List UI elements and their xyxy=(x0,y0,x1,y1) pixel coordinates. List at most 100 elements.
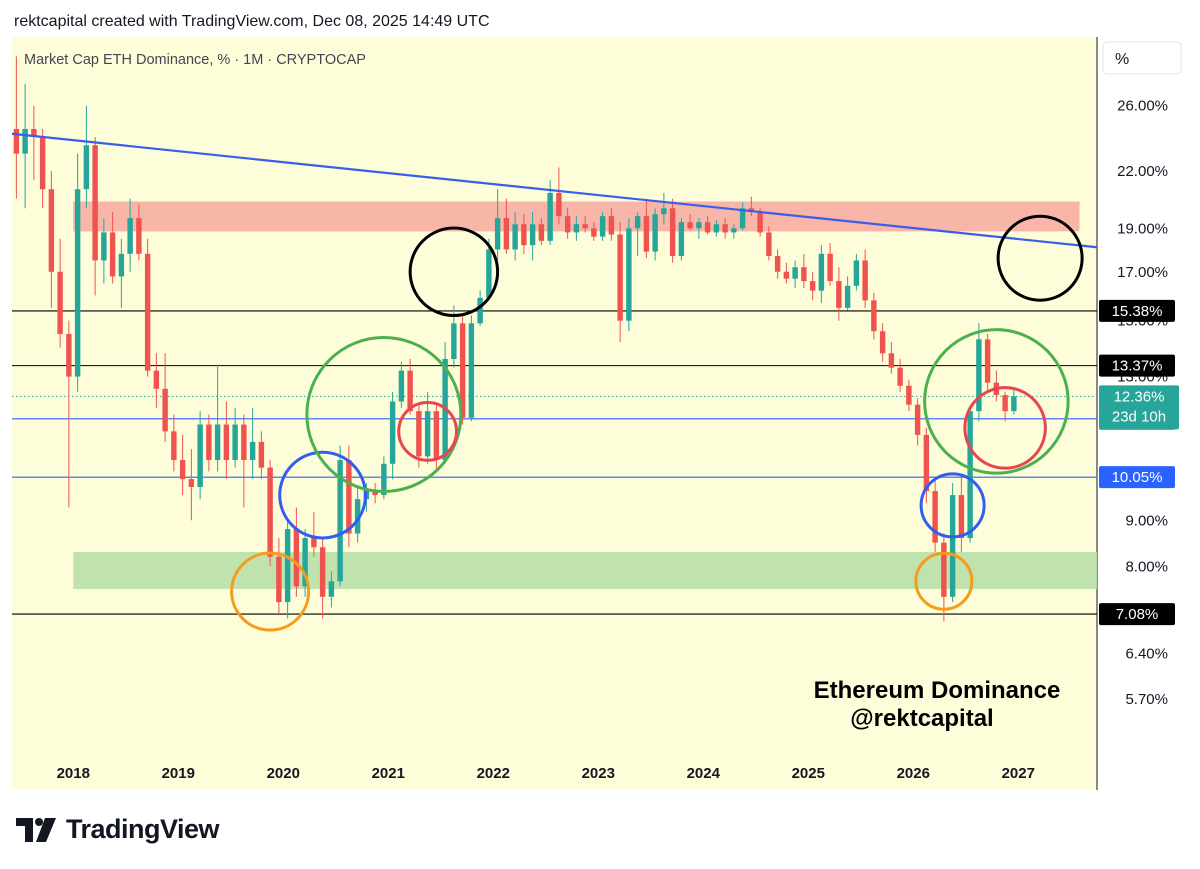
candle-body xyxy=(809,281,816,291)
candle xyxy=(731,224,737,239)
red-circle xyxy=(397,400,458,462)
candle xyxy=(818,245,825,303)
black-circle xyxy=(408,226,500,318)
candle-body xyxy=(634,216,641,229)
candle xyxy=(512,212,518,261)
candle xyxy=(293,507,300,597)
candle xyxy=(398,361,405,408)
candle xyxy=(573,216,580,241)
candle xyxy=(468,315,475,422)
candle xyxy=(958,475,965,552)
candle xyxy=(153,353,160,408)
candles-layer xyxy=(13,56,1017,622)
candle-body xyxy=(389,401,396,464)
x-tick-label: 2025 xyxy=(792,765,825,782)
candle-body xyxy=(171,431,177,461)
candle xyxy=(669,198,676,263)
candle-body xyxy=(31,128,37,138)
candle-body xyxy=(249,441,256,461)
candle-countdown-label: 23d 10h xyxy=(1112,408,1166,425)
candle-body xyxy=(888,353,895,368)
candle xyxy=(564,208,571,239)
candle xyxy=(48,171,55,308)
candle-body xyxy=(932,491,938,543)
candle xyxy=(276,538,282,613)
candle xyxy=(617,222,623,343)
level-label: 10.05% xyxy=(1112,469,1163,486)
candle-body xyxy=(678,222,685,257)
y-tick-label: 19.00% xyxy=(1117,220,1168,237)
candle-body xyxy=(923,434,930,492)
candle xyxy=(13,56,20,199)
candle-body xyxy=(381,463,387,496)
candle xyxy=(232,407,238,468)
candle-body xyxy=(897,367,903,386)
level-label-bg xyxy=(1099,299,1175,322)
tradingview-brand[interactable]: TradingView xyxy=(16,814,220,845)
current-price-label-bg xyxy=(1099,385,1179,430)
candle-body xyxy=(241,424,247,461)
level-label-bg xyxy=(1099,466,1175,489)
candle xyxy=(923,427,930,504)
candle xyxy=(529,212,536,261)
tradingview-logo-icon xyxy=(16,817,56,842)
candle xyxy=(214,364,221,472)
candle xyxy=(722,218,728,239)
candle-body xyxy=(722,224,728,233)
candle xyxy=(582,216,588,233)
candle xyxy=(241,414,247,508)
candle-body xyxy=(643,216,650,252)
x-tick-label: 2019 xyxy=(162,765,195,782)
candle xyxy=(503,198,510,254)
candle xyxy=(704,216,711,235)
x-tick-label: 2023 xyxy=(582,765,615,782)
candle xyxy=(494,189,501,261)
candle-body xyxy=(774,256,781,272)
red-circle xyxy=(963,386,1047,470)
candle-body xyxy=(459,323,466,418)
circles-layer xyxy=(230,214,1084,632)
candle xyxy=(459,315,466,425)
candle xyxy=(206,414,212,472)
y-tick-label: 17.00% xyxy=(1117,264,1168,281)
candle xyxy=(661,192,667,225)
candle-body xyxy=(74,189,81,377)
candle-body xyxy=(766,232,772,257)
candle-body xyxy=(949,495,956,597)
candle xyxy=(766,226,772,261)
candle xyxy=(354,487,361,543)
candle xyxy=(949,483,956,603)
horizontal-line-labels: 15.38%13.37%11.67%10.05%7.08%12.36%23d 1… xyxy=(1099,299,1179,626)
candle xyxy=(678,218,685,261)
unit-label[interactable]: % xyxy=(1115,51,1129,68)
candle-body xyxy=(276,556,282,603)
candle-body xyxy=(871,300,877,332)
candle xyxy=(407,358,413,415)
candle-body xyxy=(372,491,378,496)
orange-circle xyxy=(230,551,311,632)
annotation-title: Ethereum Dominance xyxy=(814,677,1061,704)
level-label-bg xyxy=(1099,603,1175,626)
x-tick-label: 2020 xyxy=(267,765,300,782)
candle xyxy=(118,238,125,308)
candle-body xyxy=(739,208,746,229)
candle xyxy=(389,391,396,480)
candle xyxy=(127,198,133,272)
blue-circle xyxy=(919,472,986,539)
candle xyxy=(809,271,816,301)
unit-label-box[interactable] xyxy=(1102,41,1182,75)
candle-body xyxy=(407,370,413,412)
candle-body xyxy=(48,189,55,272)
candle xyxy=(879,323,886,362)
candle xyxy=(783,262,790,284)
candle xyxy=(39,128,46,209)
candle xyxy=(197,411,203,500)
candle-body xyxy=(92,145,98,261)
candle-body xyxy=(337,460,343,582)
candle-body xyxy=(433,411,440,461)
x-tick-label: 2027 xyxy=(1002,765,1035,782)
trendline-layer xyxy=(11,132,1098,249)
candle-body xyxy=(1011,396,1017,412)
candle-body xyxy=(486,249,492,298)
